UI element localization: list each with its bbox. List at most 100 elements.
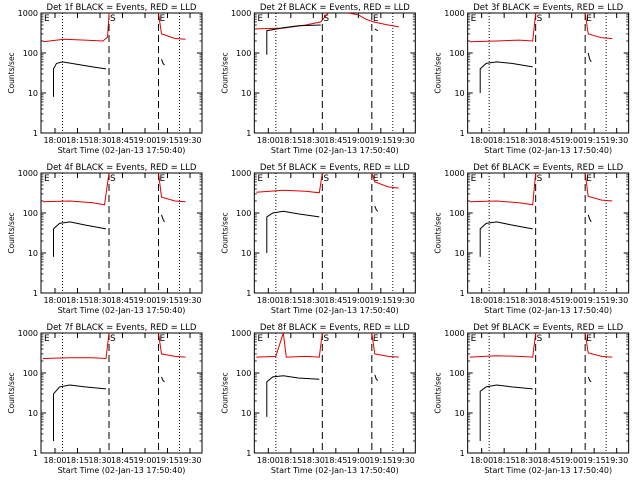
plot-frame — [253, 332, 416, 454]
lld-series-line — [42, 13, 110, 43]
detector-panel-9: Det 9f BLACK = Events, RED = LLD 1 10 100 10… — [434, 323, 630, 475]
events-series-line — [161, 214, 165, 223]
events-series-line — [53, 221, 107, 257]
lld-series-line — [158, 173, 186, 203]
x-tick-label: 19:15 — [156, 296, 179, 305]
plot-frame — [467, 172, 630, 294]
event-marker: E — [44, 14, 50, 24]
event-marker: S — [110, 174, 116, 184]
lld-series-line — [42, 333, 110, 360]
x-tick-label: 18:30 — [302, 456, 325, 465]
event-marker: E — [471, 14, 477, 24]
y-axis-label: Counts/sec — [220, 212, 229, 253]
event-marker: S — [110, 14, 116, 24]
x-tick-label: 19:00 — [133, 296, 156, 305]
lld-series-line — [469, 173, 537, 206]
events-series-line — [374, 374, 379, 381]
y-tick-label: 1000 — [444, 169, 464, 178]
x-tick-label: 18:30 — [515, 136, 538, 145]
event-marker: E — [586, 334, 592, 344]
y-tick-label: 1 — [246, 289, 251, 298]
x-tick-label: 18:45 — [111, 456, 134, 465]
lld-series-line — [158, 13, 186, 40]
y-axis-label: Counts/sec — [434, 372, 443, 413]
y-tick-label: 1 — [33, 289, 38, 298]
plot-frame — [40, 172, 203, 294]
events-series-line — [374, 205, 379, 212]
detector-panel-5: Det 5f BLACK = Events, RED = LLD 1 10 100 10… — [220, 163, 416, 315]
y-axis-label: Counts/sec — [220, 372, 229, 413]
x-tick-label: 19:30 — [605, 456, 628, 465]
event-marker: S — [537, 174, 543, 184]
event-marker: S — [110, 334, 116, 344]
lld-series-line — [371, 173, 399, 189]
events-series-line — [587, 52, 592, 63]
x-tick-label: 18:30 — [88, 456, 111, 465]
x-tick-label: 18:00 — [470, 296, 493, 305]
x-tick-label: 19:30 — [392, 296, 415, 305]
x-tick-label: 19:00 — [560, 136, 583, 145]
events-series-line — [374, 28, 379, 32]
x-tick-label: 19:00 — [133, 136, 156, 145]
plot-frame — [40, 332, 203, 454]
y-tick-label: 100 — [236, 49, 251, 58]
x-tick-label: 19:30 — [392, 136, 415, 145]
y-axis-label: Counts/sec — [7, 52, 16, 93]
x-tick-label: 18:45 — [538, 456, 561, 465]
x-tick-label: 18:15 — [66, 456, 89, 465]
y-tick-label: 1000 — [231, 9, 251, 18]
event-marker: E — [44, 334, 50, 344]
y-tick-label: 1 — [246, 129, 251, 138]
plot-frame — [40, 12, 203, 134]
y-tick-label: 1 — [460, 129, 465, 138]
x-tick-label: 18:30 — [302, 136, 325, 145]
event-marker: S — [323, 334, 329, 344]
panel-title: Det 9f BLACK = Events, RED = LLD — [473, 323, 623, 333]
x-tick-label: 19:00 — [133, 456, 156, 465]
detector-panel-7: Det 7f BLACK = Events, RED = LLD 1 10 100 10… — [7, 323, 203, 475]
y-tick-label: 10 — [28, 249, 38, 258]
y-tick-label: 10 — [28, 89, 38, 98]
x-axis-label: Start Time (02-Jan-13 17:50:40) — [58, 306, 186, 315]
panel-title: Det 5f BLACK = Events, RED = LLD — [260, 163, 410, 173]
event-marker: E — [373, 334, 379, 344]
events-series-line — [53, 61, 107, 97]
events-series-line — [587, 376, 592, 383]
x-tick-label: 18:30 — [515, 296, 538, 305]
x-tick-label: 18:30 — [515, 456, 538, 465]
event-marker: E — [373, 174, 379, 184]
y-tick-label: 1000 — [231, 169, 251, 178]
x-tick-label: 18:00 — [257, 456, 280, 465]
event-marker: E — [160, 334, 166, 344]
x-tick-label: 19:30 — [392, 456, 415, 465]
x-tick-label: 18:15 — [493, 456, 516, 465]
events-series-line — [479, 221, 533, 257]
x-axis-label: Start Time (02-Jan-13 17:50:40) — [484, 146, 612, 155]
plot-frame — [253, 172, 416, 294]
y-tick-label: 1 — [33, 129, 38, 138]
y-tick-label: 1 — [246, 449, 251, 458]
x-axis-label: Start Time (02-Jan-13 17:50:40) — [271, 306, 399, 315]
panel-title: Det 2f BLACK = Events, RED = LLD — [260, 3, 410, 13]
x-tick-label: 18:15 — [493, 296, 516, 305]
x-tick-label: 19:00 — [347, 296, 370, 305]
y-tick-label: 100 — [449, 369, 464, 378]
x-tick-label: 19:15 — [583, 136, 606, 145]
x-tick-label: 18:45 — [111, 136, 134, 145]
panel-title: Det 8f BLACK = Events, RED = LLD — [260, 323, 410, 333]
y-tick-label: 1 — [460, 289, 465, 298]
y-tick-label: 10 — [28, 409, 38, 418]
lld-series-line — [347, 13, 399, 28]
lld-series-line — [256, 173, 323, 194]
x-tick-label: 18:30 — [88, 296, 111, 305]
detector-panel-2: Det 2f BLACK = Events, RED = LLD 1 10 100 10… — [220, 3, 416, 155]
lld-series-line — [371, 333, 399, 358]
x-tick-label: 19:15 — [369, 456, 392, 465]
plot-frame — [467, 332, 630, 454]
lld-series-line — [256, 333, 323, 358]
panel-title: Det 7f BLACK = Events, RED = LLD — [47, 323, 197, 333]
x-tick-label: 19:15 — [369, 136, 392, 145]
event-marker: E — [257, 14, 263, 24]
x-tick-label: 19:15 — [369, 296, 392, 305]
